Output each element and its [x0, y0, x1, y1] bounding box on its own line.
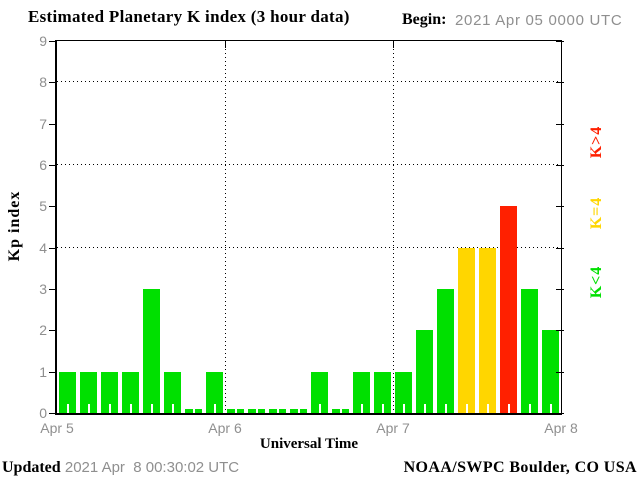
legend-k-equal-4: K=4 [588, 196, 605, 230]
minor-tick [318, 404, 321, 413]
kp-bar [206, 371, 223, 413]
y-tick-left [49, 247, 56, 249]
minor-tick [87, 404, 90, 413]
minor-tick [360, 404, 363, 413]
kp-bar [416, 330, 433, 413]
y-tick-label: 3 [39, 281, 47, 297]
y-tick-left [49, 165, 56, 166]
y-tick-right [556, 82, 564, 84]
minor-tick [213, 404, 216, 413]
gridline-y8 [57, 81, 561, 83]
kp-bar [101, 371, 118, 413]
credit-text: NOAA/SWPC Boulder, CO USA [403, 459, 637, 476]
x-tick-label: Apr 5 [40, 420, 74, 436]
chart-title: Estimated Planetary K index (3 hour data… [28, 7, 350, 26]
minor-tick [339, 404, 342, 413]
y-tick-left [49, 41, 56, 42]
minor-tick [192, 404, 195, 413]
minor-tick [486, 404, 489, 413]
y-tick-label: 1 [39, 363, 47, 380]
y-tick-label: 8 [39, 74, 47, 91]
top-day-tick [393, 41, 394, 48]
top-day-tick [225, 41, 226, 48]
y-tick-right [556, 289, 564, 290]
minor-tick [150, 404, 153, 413]
y-tick-right [556, 330, 564, 332]
y-tick-left [49, 123, 56, 125]
minor-tick [171, 404, 174, 413]
minor-tick [255, 404, 258, 413]
y-tick-label: 6 [39, 157, 47, 173]
y-tick-left [49, 206, 56, 208]
kp-bar [143, 289, 160, 413]
kp-bar [122, 371, 139, 413]
updated-value: 2021 Apr 8 00:30:02 UTC [60, 459, 240, 476]
kp-bar [374, 371, 391, 413]
minor-tick [402, 404, 405, 413]
x-tick-label: Apr 7 [376, 420, 410, 436]
y-tick-right [556, 123, 564, 125]
kp-bar [437, 289, 454, 413]
y-tick-left [49, 330, 56, 332]
minor-tick [297, 404, 300, 413]
kp-bar [395, 371, 412, 413]
y-tick-right [556, 41, 564, 42]
x-tick-label: Apr 6 [208, 420, 242, 436]
kp-bar [500, 206, 517, 413]
plot-area [55, 40, 562, 415]
day-separator [393, 41, 394, 413]
kp-bar [542, 330, 559, 413]
updated-timestamp: Updated 2021 Apr 8 00:30:02 UTC [2, 459, 239, 477]
minor-tick [528, 404, 531, 413]
updated-label: Updated [2, 459, 61, 476]
y-tick-label: 5 [39, 198, 47, 215]
minor-tick [66, 404, 69, 413]
day-separator [225, 41, 226, 413]
kp-bar [164, 371, 181, 413]
y-tick-left [49, 82, 56, 84]
minor-tick [381, 404, 384, 413]
x-tick-label: Apr 8 [544, 420, 578, 436]
gridline-y6 [57, 164, 561, 165]
kp-bar [353, 371, 370, 413]
y-tick-left [49, 413, 56, 414]
minor-tick [549, 404, 552, 413]
y-tick-label: 7 [39, 115, 47, 132]
minor-tick [444, 404, 447, 413]
minor-tick [507, 404, 510, 413]
y-tick-left [49, 371, 56, 373]
y-tick-left [49, 289, 56, 290]
kp-bar [311, 371, 328, 413]
kp-bar [479, 247, 496, 413]
kp-bar [59, 371, 76, 413]
minor-tick [129, 404, 132, 413]
begin-value: 2021 Apr 05 0000 UTC [455, 12, 623, 29]
kp-bar [458, 247, 475, 413]
gridline-y4 [57, 246, 561, 248]
kp-bar [521, 289, 538, 413]
minor-tick [234, 404, 237, 413]
y-tick-right [556, 413, 564, 414]
minor-tick [465, 404, 468, 413]
y-tick-right [556, 371, 564, 373]
minor-tick [423, 404, 426, 413]
y-tick-label: 4 [39, 239, 47, 256]
y-axis-title: Kp index [6, 190, 23, 262]
minor-tick [108, 404, 111, 413]
minor-tick [276, 404, 279, 413]
y-tick-label: 0 [39, 405, 47, 421]
y-tick-right [556, 206, 564, 208]
legend-k-below-4: K<4 [588, 265, 605, 299]
begin-label: Begin: [402, 11, 447, 28]
x-axis-title: Universal Time [259, 436, 359, 452]
y-tick-label: 9 [39, 33, 47, 49]
legend-k-above-4: K>4 [588, 125, 605, 159]
y-tick-right [556, 165, 564, 166]
y-tick-label: 2 [39, 322, 47, 339]
y-tick-right [556, 247, 564, 249]
kp-bar [80, 371, 97, 413]
